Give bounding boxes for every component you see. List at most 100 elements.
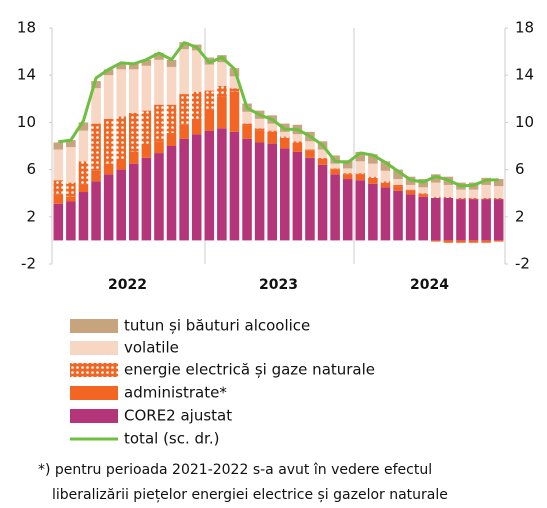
bar-segment <box>305 150 315 158</box>
bar-segment <box>141 110 152 146</box>
bar-segment <box>179 49 189 95</box>
bar-segment <box>103 75 114 119</box>
bar-segment <box>405 184 416 190</box>
bar-segment <box>380 170 391 182</box>
bar-segment <box>431 197 441 241</box>
bar-segment <box>53 149 64 181</box>
bar-segment <box>468 197 479 200</box>
bar-segment <box>116 169 126 241</box>
bar-segment <box>91 81 101 89</box>
bar-segment <box>443 240 454 243</box>
bar-segment <box>116 69 126 117</box>
bar-segment <box>393 169 403 180</box>
bar-segment <box>229 131 240 241</box>
bar-segment <box>254 142 265 241</box>
bar-segment <box>78 130 89 162</box>
x-group-label: 2023 <box>259 277 298 293</box>
y2-tick-label: 10 <box>515 113 534 131</box>
bar-segment <box>242 123 252 126</box>
footnote: *) pentru perioada 2021-2022 s-a avut în… <box>38 462 432 478</box>
bar-segment <box>380 181 391 183</box>
bar-segment <box>493 179 504 187</box>
bar-segment <box>355 173 366 175</box>
bar-segment <box>53 203 64 241</box>
bar-segment <box>368 163 378 177</box>
bar-segment <box>204 109 215 131</box>
bar-segment <box>342 168 353 174</box>
bar-segment <box>342 179 353 241</box>
y-tick-label: 18 <box>17 19 36 37</box>
bar-segment <box>191 134 202 241</box>
bar-segment <box>330 174 340 241</box>
bar-segment <box>129 112 139 152</box>
bar-segment <box>292 134 303 142</box>
bar-segment <box>53 180 64 195</box>
bar-segment <box>191 91 202 119</box>
bar-segment <box>267 143 277 241</box>
legend-label: volatile <box>124 339 179 357</box>
bar-segment <box>317 164 328 241</box>
bar-segment <box>330 163 340 169</box>
bar-segment <box>368 177 378 184</box>
bar-segment <box>267 131 277 144</box>
legend-swatch <box>70 363 118 377</box>
bar-segment <box>141 59 152 66</box>
bar-segment <box>317 158 328 165</box>
bar-segment <box>342 174 353 180</box>
bar-segment <box>330 169 340 175</box>
bar-segment <box>154 52 164 60</box>
bar-segment <box>116 158 126 170</box>
bar-segment <box>342 160 353 169</box>
bar-segment <box>66 201 76 241</box>
bar-segment <box>280 148 290 241</box>
bar-segment <box>179 94 189 125</box>
bar-segment <box>66 182 76 197</box>
bar-segment <box>78 161 89 185</box>
bar-segment <box>418 196 428 241</box>
bar-segment <box>368 154 378 164</box>
bar-segment <box>456 240 466 243</box>
legend-swatch <box>70 341 118 355</box>
y2-tick-label: 18 <box>515 19 534 37</box>
y-tick-label: 10 <box>17 113 36 131</box>
bar-segment <box>393 190 403 241</box>
legend-swatch <box>70 409 118 423</box>
bar-segment <box>280 131 290 137</box>
bar-segment <box>66 196 76 202</box>
legend-label: tutun și băuturi alcoolice <box>124 317 310 335</box>
bar-segment <box>179 138 189 241</box>
bar-segment <box>229 76 240 89</box>
bar-segment <box>305 149 315 151</box>
bar-segment <box>481 199 491 241</box>
legend-label: total (sc. dr.) <box>124 430 219 448</box>
bar-segment <box>53 194 64 204</box>
bar-segment <box>242 138 252 241</box>
y-tick-label: -2 <box>21 255 36 273</box>
bar-segment <box>481 184 491 198</box>
bar-segment <box>355 180 366 241</box>
bar-segment <box>179 42 189 50</box>
bar-segment <box>393 184 403 187</box>
bar-segment <box>493 197 504 200</box>
bar-segment <box>267 123 277 131</box>
bar-segment <box>481 240 491 243</box>
bar-segment <box>191 118 202 135</box>
bar-segment <box>431 240 441 242</box>
bar-segment <box>431 196 441 198</box>
legend-label: energie electrică și gaze naturale <box>124 361 375 379</box>
bar-segment <box>254 130 265 143</box>
y-tick-label: 2 <box>26 207 36 225</box>
bar-segment <box>204 90 215 110</box>
bar-segment <box>355 161 366 174</box>
bar-segment <box>317 157 328 159</box>
bar-segment <box>342 173 353 175</box>
bar-segment <box>368 176 378 178</box>
bar-segment <box>103 163 114 175</box>
bar-segment <box>481 197 491 200</box>
bar-segment <box>229 88 240 92</box>
bar-segment <box>431 174 441 183</box>
bar-segment <box>405 189 416 191</box>
bar-segment <box>242 111 252 124</box>
bar-segment <box>141 146 152 158</box>
bar-segment <box>78 192 89 241</box>
